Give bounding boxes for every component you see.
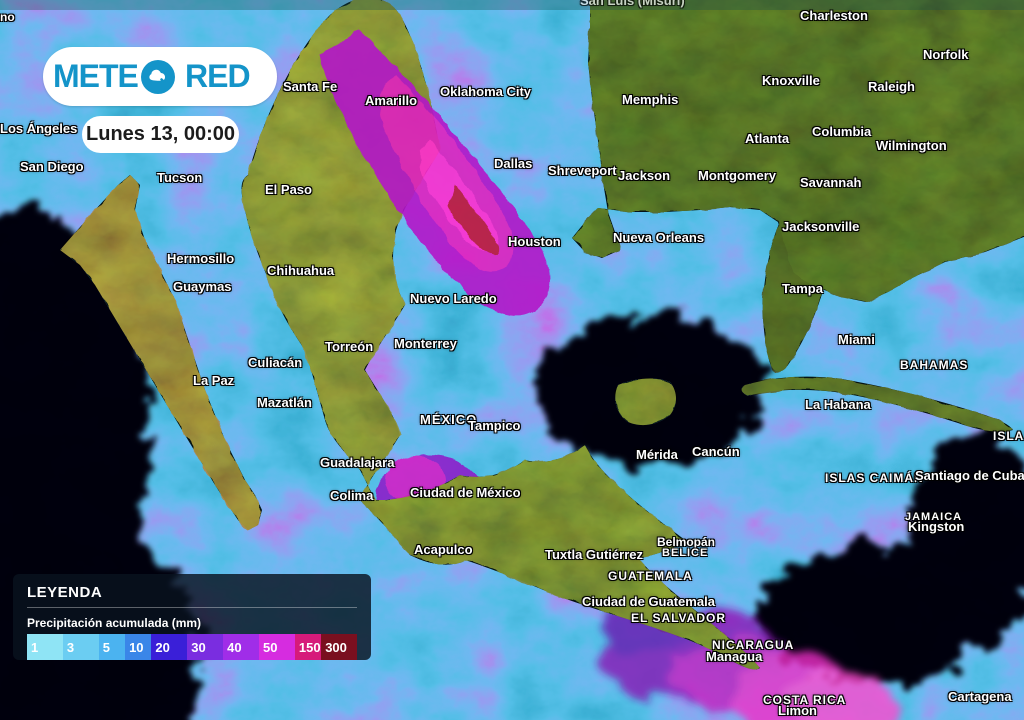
svg-text:METE: METE bbox=[53, 59, 139, 94]
svg-text:RED: RED bbox=[185, 59, 250, 94]
